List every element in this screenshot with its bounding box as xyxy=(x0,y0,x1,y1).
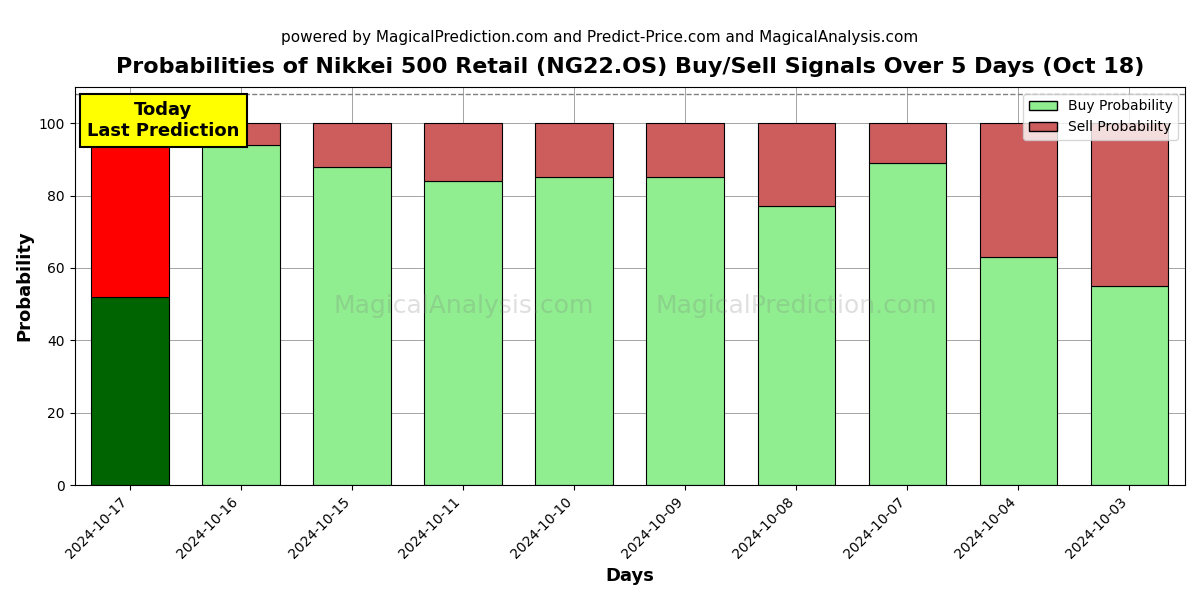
Text: Today
Last Prediction: Today Last Prediction xyxy=(88,101,240,140)
Legend: Buy Probability, Sell Probability: Buy Probability, Sell Probability xyxy=(1024,94,1178,140)
Bar xyxy=(535,123,613,178)
Bar xyxy=(647,178,725,485)
Text: MagicalPrediction.com: MagicalPrediction.com xyxy=(655,294,937,318)
Bar xyxy=(1091,286,1169,485)
Bar xyxy=(869,123,947,163)
X-axis label: Days: Days xyxy=(605,567,654,585)
Text: MagicalAnalysis.com: MagicalAnalysis.com xyxy=(334,294,594,318)
Bar xyxy=(91,297,169,485)
Bar xyxy=(757,206,835,485)
Bar xyxy=(535,178,613,485)
Bar xyxy=(1091,123,1169,286)
Bar xyxy=(313,167,391,485)
Bar xyxy=(757,123,835,206)
Bar xyxy=(425,123,502,181)
Bar xyxy=(203,145,280,485)
Bar xyxy=(425,181,502,485)
Bar xyxy=(869,163,947,485)
Bar xyxy=(313,123,391,167)
Bar xyxy=(91,123,169,297)
Bar xyxy=(979,257,1057,485)
Bar xyxy=(203,123,280,145)
Text: powered by MagicalPrediction.com and Predict-Price.com and MagicalAnalysis.com: powered by MagicalPrediction.com and Pre… xyxy=(281,30,919,45)
Bar xyxy=(647,123,725,178)
Y-axis label: Probability: Probability xyxy=(16,230,34,341)
Bar xyxy=(979,123,1057,257)
Title: Probabilities of Nikkei 500 Retail (NG22.OS) Buy/Sell Signals Over 5 Days (Oct 1: Probabilities of Nikkei 500 Retail (NG22… xyxy=(115,57,1144,77)
